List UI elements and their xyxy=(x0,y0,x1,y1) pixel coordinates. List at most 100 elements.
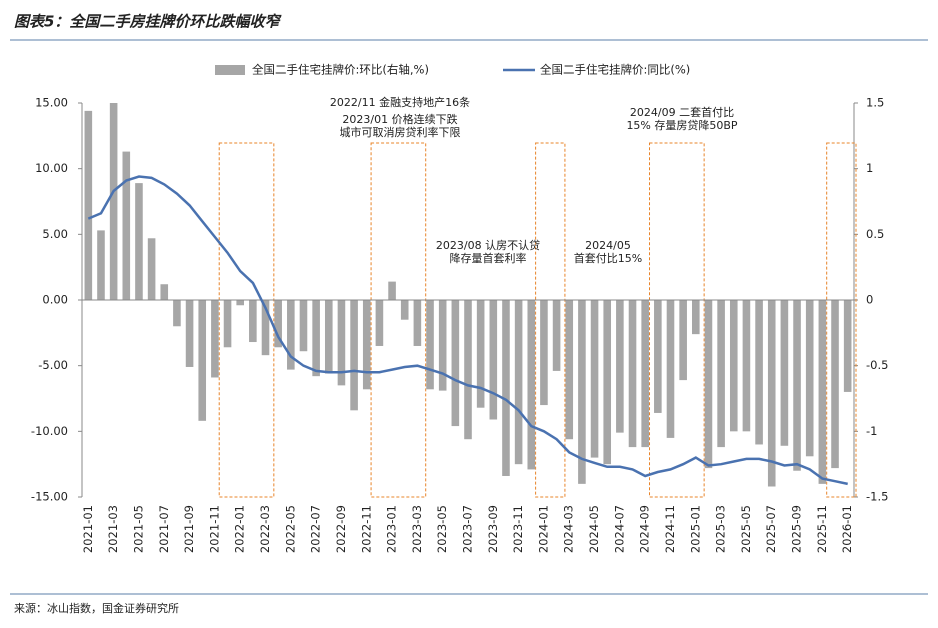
bar xyxy=(464,300,472,440)
bar xyxy=(438,300,447,391)
x-tick-label: 2021-01 xyxy=(81,505,95,553)
x-tick-label: 2025-09 xyxy=(790,505,804,553)
bar xyxy=(236,300,244,306)
highlight-box xyxy=(370,142,427,498)
legend-label: 全国二手住宅挂牌价:环比(右轴,%) xyxy=(252,63,429,77)
y-tick-label: 0.00 xyxy=(42,293,68,307)
bar xyxy=(590,300,599,458)
bar xyxy=(818,300,827,484)
x-tick-label: 2021-09 xyxy=(182,505,196,553)
bar xyxy=(679,300,687,381)
bar xyxy=(805,300,814,457)
annotation: 2024/09 二套首付比 xyxy=(630,105,734,119)
x-tick-label: 2025-03 xyxy=(714,505,728,553)
annotation: 2023/01 价格连续下跌 xyxy=(342,112,457,126)
bar xyxy=(147,238,156,300)
y-tick-label: 10.00 xyxy=(35,161,68,175)
line xyxy=(87,175,848,486)
bar xyxy=(84,110,93,300)
x-tick-label: 2024-03 xyxy=(562,505,576,553)
x-tick-label: 2025-01 xyxy=(688,505,702,553)
annotation: 首套付比15% xyxy=(574,251,642,265)
x-tick-label: 2023-07 xyxy=(461,505,475,553)
annotation: 2022/11 金融支持地产16条 xyxy=(330,95,470,109)
bar xyxy=(287,300,295,370)
bar xyxy=(249,300,257,343)
y2-tick-label: -1.5 xyxy=(866,490,888,504)
annotation: 15% 存量房贷降50BP xyxy=(626,118,737,132)
bar xyxy=(780,300,789,446)
bar xyxy=(122,151,131,300)
bar xyxy=(274,300,282,348)
x-tick-label: 2024-11 xyxy=(663,505,677,553)
bar xyxy=(489,300,498,420)
bar xyxy=(109,103,118,300)
bar xyxy=(540,300,548,406)
bar xyxy=(527,300,536,470)
x-tick-label: 2022-07 xyxy=(309,505,323,553)
bar xyxy=(793,300,801,471)
legend-label: 全国二手住宅挂牌价:同比(%) xyxy=(540,63,690,77)
x-tick-label: 2024-09 xyxy=(638,505,652,553)
bar xyxy=(362,300,371,390)
chart-title: 图表5：全国二手房挂牌价环比跌幅收窄 xyxy=(14,13,282,31)
x-tick-label: 2024-01 xyxy=(536,505,550,553)
x-tick-label: 2025-05 xyxy=(739,505,753,553)
bar xyxy=(299,300,308,352)
bar xyxy=(400,300,409,320)
x-tick-label: 2025-11 xyxy=(815,505,829,553)
bar xyxy=(476,300,485,408)
x-tick-label: 2022-09 xyxy=(334,505,348,553)
bar xyxy=(350,300,358,411)
highlight-box xyxy=(649,142,705,498)
x-tick-label: 2022-05 xyxy=(283,505,297,553)
y2-tick-label: 0.5 xyxy=(866,227,884,241)
y2-tick-label: -1 xyxy=(866,424,877,438)
bar xyxy=(97,230,105,300)
bar xyxy=(831,300,839,469)
bar xyxy=(324,300,333,374)
bar xyxy=(843,300,852,392)
bar xyxy=(742,300,751,432)
x-tick-label: 2026-01 xyxy=(840,505,854,553)
bar xyxy=(337,300,346,386)
bar xyxy=(514,300,523,465)
highlight-box xyxy=(535,142,566,498)
y2-tick-label: 0 xyxy=(866,293,873,307)
bar xyxy=(426,300,434,390)
bar xyxy=(173,300,181,327)
bar xyxy=(413,300,422,346)
x-tick-label: 2021-05 xyxy=(131,505,145,553)
bar xyxy=(666,300,675,438)
y2-tick-label: -0.5 xyxy=(866,358,888,372)
bar xyxy=(211,300,219,378)
bar xyxy=(552,300,561,371)
y-tick-label: -5.00 xyxy=(38,358,68,372)
x-tick-label: 2023-09 xyxy=(486,505,500,553)
bar xyxy=(135,183,143,300)
bar xyxy=(729,300,738,432)
bar xyxy=(704,300,713,469)
bar xyxy=(502,300,510,476)
bar xyxy=(692,300,700,335)
bar xyxy=(603,300,612,465)
bar xyxy=(375,300,384,346)
bar xyxy=(198,300,207,421)
y2-tick-label: 1 xyxy=(866,161,873,175)
highlight-box xyxy=(826,142,857,498)
x-tick-label: 2021-07 xyxy=(157,505,171,553)
bar xyxy=(717,300,725,448)
x-tick-label: 2023-03 xyxy=(410,505,424,553)
bar xyxy=(578,300,586,484)
x-tick-label: 2022-11 xyxy=(359,505,373,553)
y-tick-label: 5.00 xyxy=(42,227,68,241)
x-tick-label: 2023-11 xyxy=(511,505,525,553)
bar xyxy=(616,300,624,433)
x-tick-label: 2021-11 xyxy=(207,505,221,553)
x-tick-label: 2023-01 xyxy=(385,505,399,553)
x-tick-label: 2025-07 xyxy=(764,505,778,553)
bar xyxy=(451,300,460,427)
x-tick-label: 2022-01 xyxy=(233,505,247,553)
y-tick-label: -10.00 xyxy=(31,424,68,438)
